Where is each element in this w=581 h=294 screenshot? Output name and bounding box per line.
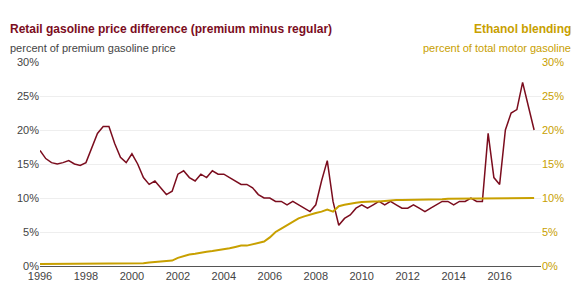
svg-text:1996: 1996 [28, 270, 52, 282]
svg-text:10%: 10% [542, 192, 564, 204]
svg-text:20%: 20% [17, 124, 39, 136]
svg-text:2000: 2000 [120, 270, 144, 282]
svg-text:25%: 25% [17, 90, 39, 102]
svg-text:2010: 2010 [349, 270, 373, 282]
svg-text:5%: 5% [542, 226, 558, 238]
svg-text:15%: 15% [542, 158, 564, 170]
svg-text:2002: 2002 [166, 270, 190, 282]
svg-text:15%: 15% [17, 158, 39, 170]
svg-text:2016: 2016 [487, 270, 511, 282]
svg-text:2012: 2012 [395, 270, 419, 282]
svg-text:0%: 0% [23, 260, 39, 272]
svg-text:1998: 1998 [74, 270, 98, 282]
svg-text:2008: 2008 [304, 270, 328, 282]
svg-text:2014: 2014 [441, 270, 465, 282]
svg-text:2006: 2006 [258, 270, 282, 282]
svg-text:Retail gasoline price differen: Retail gasoline price difference (premiu… [10, 22, 332, 36]
svg-text:5%: 5% [23, 226, 39, 238]
svg-text:10%: 10% [17, 192, 39, 204]
svg-text:0%: 0% [542, 260, 558, 272]
svg-text:Ethanol blending: Ethanol blending [474, 22, 571, 36]
svg-text:20%: 20% [542, 124, 564, 136]
svg-text:percent of total motor gasolin: percent of total motor gasoline [423, 42, 571, 54]
svg-text:25%: 25% [542, 90, 564, 102]
svg-text:30%: 30% [542, 56, 564, 68]
svg-text:30%: 30% [17, 56, 39, 68]
svg-text:percent of premium gasoline pr: percent of premium gasoline price [10, 42, 176, 54]
svg-text:2004: 2004 [212, 270, 236, 282]
